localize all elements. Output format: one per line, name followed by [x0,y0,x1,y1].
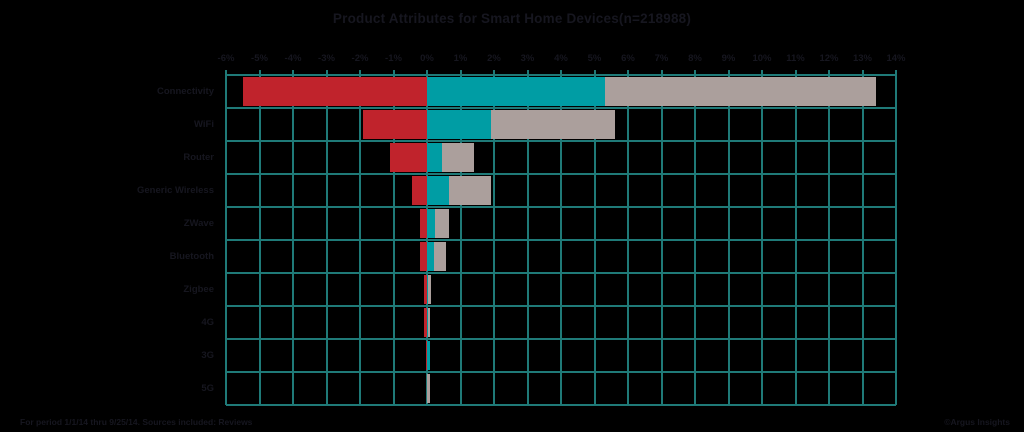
horizontal-gridline [226,371,896,373]
horizontal-gridline [226,305,896,307]
x-tick-label: -1% [385,53,402,64]
bar-segment-neutral [435,209,449,238]
x-tick-label: 11% [786,53,805,64]
x-tick-label: 8% [688,53,702,64]
bar-segment-positive [427,143,443,172]
vertical-gridline [895,70,897,405]
bar-segment-neutral [490,110,615,139]
x-tick-label: 1% [453,53,468,64]
vertical-gridline [493,70,495,405]
vertical-gridline [761,70,763,405]
bar-segment-positive [427,176,449,205]
vertical-gridline [526,70,529,405]
y-axis-label: WiFi [194,118,214,130]
bar-segment-neutral [442,143,474,172]
bar-segment-negative [390,143,427,172]
y-axis-label: Router [183,151,214,163]
y-axis-label: 4G [201,316,214,328]
vertical-gridline [593,70,596,405]
bar-segment-positive [427,209,436,238]
bar-segment-negative [425,341,427,370]
bar-segment-negative [420,209,427,238]
x-tick-label: -3% [318,53,335,64]
x-tick-label: 0% [420,53,434,64]
y-axis-label: 3G [201,349,214,361]
x-tick-label: 5% [587,53,602,64]
bar-segment-neutral [448,176,491,205]
vertical-gridline [325,70,328,405]
x-tick-label: 4% [554,53,568,64]
plot-area [225,70,897,406]
x-tick-label: -5% [251,53,268,64]
footnote-copyright: ©Argus Insights [944,417,1010,427]
horizontal-gridline [226,74,896,76]
chart-title: Product Attributes for Smart Home Device… [332,11,692,26]
vertical-gridline [861,70,864,405]
x-tick-label: 10% [752,53,772,64]
bar-segment-negative [423,308,427,337]
bar-segment-positive [427,308,428,337]
bar-segment-negative [423,275,427,304]
footnote-period-sources: For period 1/1/14 thru 9/25/14. Sources … [20,417,253,427]
horizontal-gridline [226,272,896,274]
x-tick-label: -4% [284,53,302,64]
y-axis-label: Generic Wireless [136,184,214,196]
y-axis-label: Connectivity [156,85,214,97]
x-tick-label: 3% [520,53,535,64]
horizontal-gridline [226,140,896,142]
vertical-gridline [627,70,629,405]
vertical-gridline [794,70,797,405]
vertical-gridline [459,70,462,405]
y-axis-label: ZWave [183,217,214,229]
vertical-gridline [359,70,361,405]
bar-segment-neutral [428,275,432,304]
bar-segment-negative [242,77,427,106]
x-tick-label: -6% [217,53,235,64]
bar-segment-positive [427,77,605,106]
bar-segment-neutral [604,77,876,106]
horizontal-gridline [226,206,896,208]
y-axis-label: Bluetooth [169,250,214,262]
x-tick-label: 14% [886,53,906,64]
horizontal-gridline [226,338,896,340]
vertical-gridline [828,70,830,405]
bar-segment-positive [427,275,428,304]
vertical-gridline [258,70,261,405]
bar-segment-negative [420,242,427,271]
vertical-gridline [560,70,562,405]
y-axis-label: 5G [201,382,214,394]
bar-segment-negative [363,110,427,139]
x-tick-label: -2% [351,53,369,64]
bar-segment-negative [411,176,427,205]
bar-segment-positive [427,341,430,370]
horizontal-gridline [226,239,896,241]
x-tick-label: 6% [621,53,635,64]
bar-segment-neutral [427,374,431,403]
vertical-gridline [225,70,227,405]
horizontal-gridline [226,107,896,109]
x-tick-label: 12% [819,53,839,64]
x-tick-label: 13% [852,53,872,64]
y-axis-label: Zigbee [183,283,214,295]
bar-segment-positive [427,110,491,139]
vertical-gridline [660,70,663,405]
vertical-gridline [392,70,395,405]
vertical-gridline [727,70,730,405]
vertical-gridline [694,70,696,405]
bar-segment-positive [427,242,434,271]
x-tick-label: 2% [487,53,501,64]
bar-segment-neutral [433,242,447,271]
vertical-gridline [292,70,294,405]
horizontal-gridline [226,404,896,406]
x-tick-label: 9% [721,53,736,64]
horizontal-gridline [226,173,896,175]
x-tick-label: 7% [654,53,669,64]
bar-segment-neutral [427,308,431,337]
